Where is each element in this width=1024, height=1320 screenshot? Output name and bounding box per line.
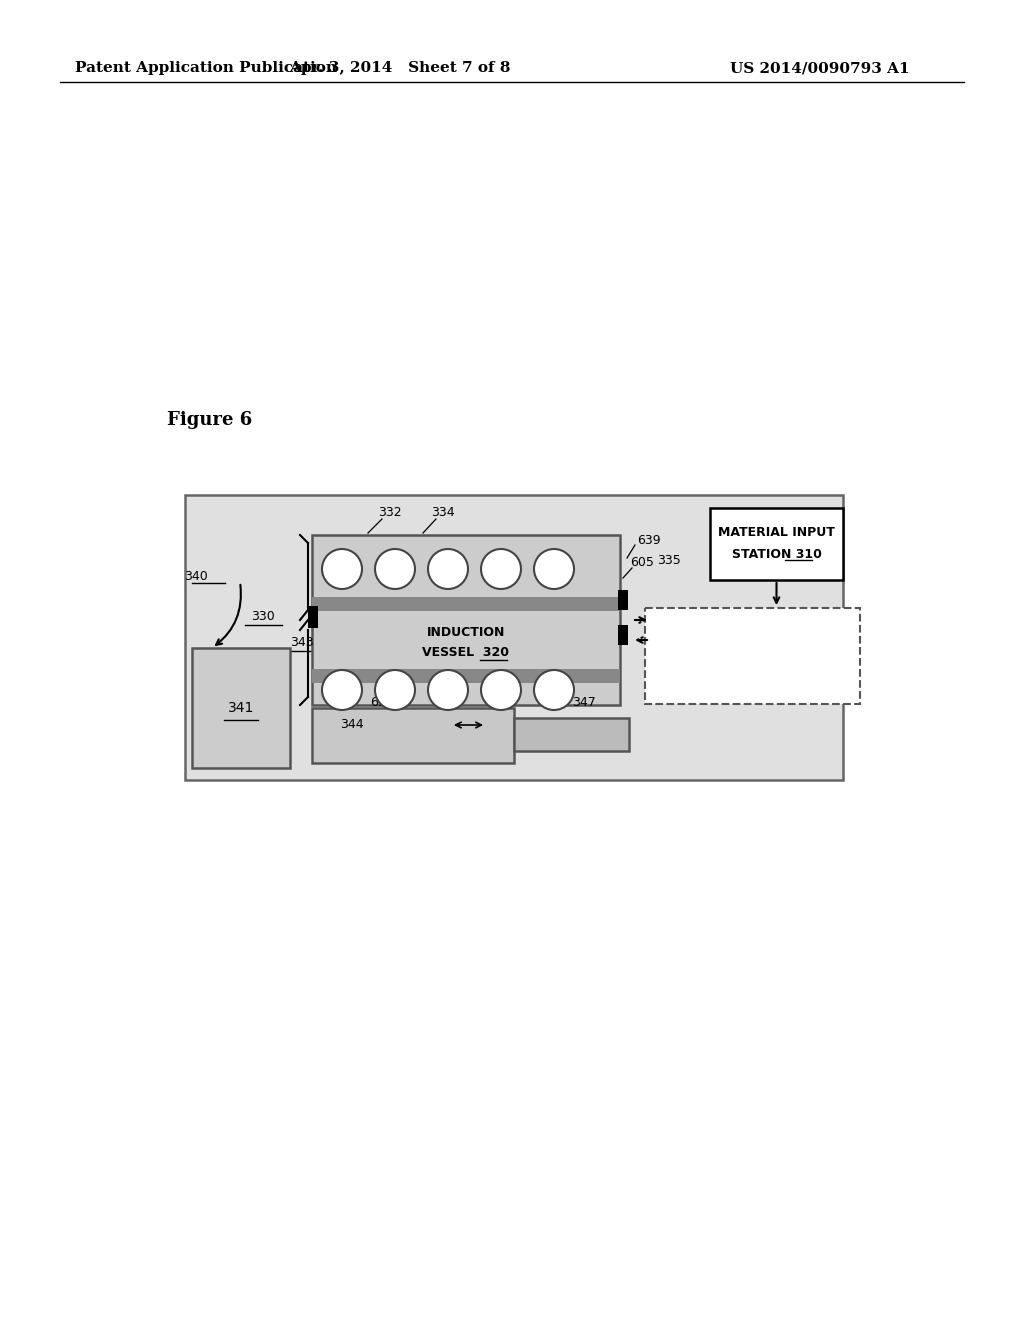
Text: 340: 340 (184, 569, 208, 582)
Text: 342: 342 (330, 696, 354, 709)
Text: Apr. 3, 2014   Sheet 7 of 8: Apr. 3, 2014 Sheet 7 of 8 (289, 61, 511, 75)
Text: 341: 341 (227, 701, 254, 715)
Text: 605: 605 (630, 556, 654, 569)
Text: STATION 310: STATION 310 (731, 548, 821, 561)
Circle shape (322, 549, 362, 589)
Circle shape (375, 549, 415, 589)
Circle shape (322, 671, 362, 710)
Bar (308, 606, 318, 628)
Bar (645, 609, 860, 704)
Text: 637: 637 (370, 696, 394, 709)
Text: 344: 344 (340, 718, 364, 731)
Text: Figure 6: Figure 6 (167, 411, 252, 429)
Bar (312, 669, 620, 682)
Bar (312, 535, 620, 705)
Text: 639: 639 (637, 533, 660, 546)
Text: MATERIAL INPUT: MATERIAL INPUT (718, 525, 835, 539)
Bar (618, 590, 628, 610)
Circle shape (428, 671, 468, 710)
Text: Patent Application Publication: Patent Application Publication (75, 61, 337, 75)
Circle shape (428, 549, 468, 589)
Text: 343: 343 (290, 636, 313, 649)
Bar (193, 648, 290, 768)
Circle shape (534, 549, 574, 589)
Bar (312, 708, 514, 763)
Text: 335: 335 (657, 553, 681, 566)
Bar (710, 508, 843, 579)
Text: VESSEL  320: VESSEL 320 (423, 647, 510, 660)
Circle shape (375, 671, 415, 710)
Circle shape (481, 549, 521, 589)
Text: INDUCTION: INDUCTION (427, 627, 505, 639)
Bar (312, 597, 620, 611)
Bar (514, 718, 629, 751)
Text: 334: 334 (431, 506, 455, 519)
Bar (185, 495, 843, 780)
Text: 347: 347 (572, 697, 596, 710)
Text: 332: 332 (378, 506, 401, 519)
Text: US 2014/0090793 A1: US 2014/0090793 A1 (730, 61, 909, 75)
Bar (618, 624, 628, 645)
Circle shape (534, 671, 574, 710)
Text: 330: 330 (251, 610, 274, 623)
Circle shape (481, 671, 521, 710)
